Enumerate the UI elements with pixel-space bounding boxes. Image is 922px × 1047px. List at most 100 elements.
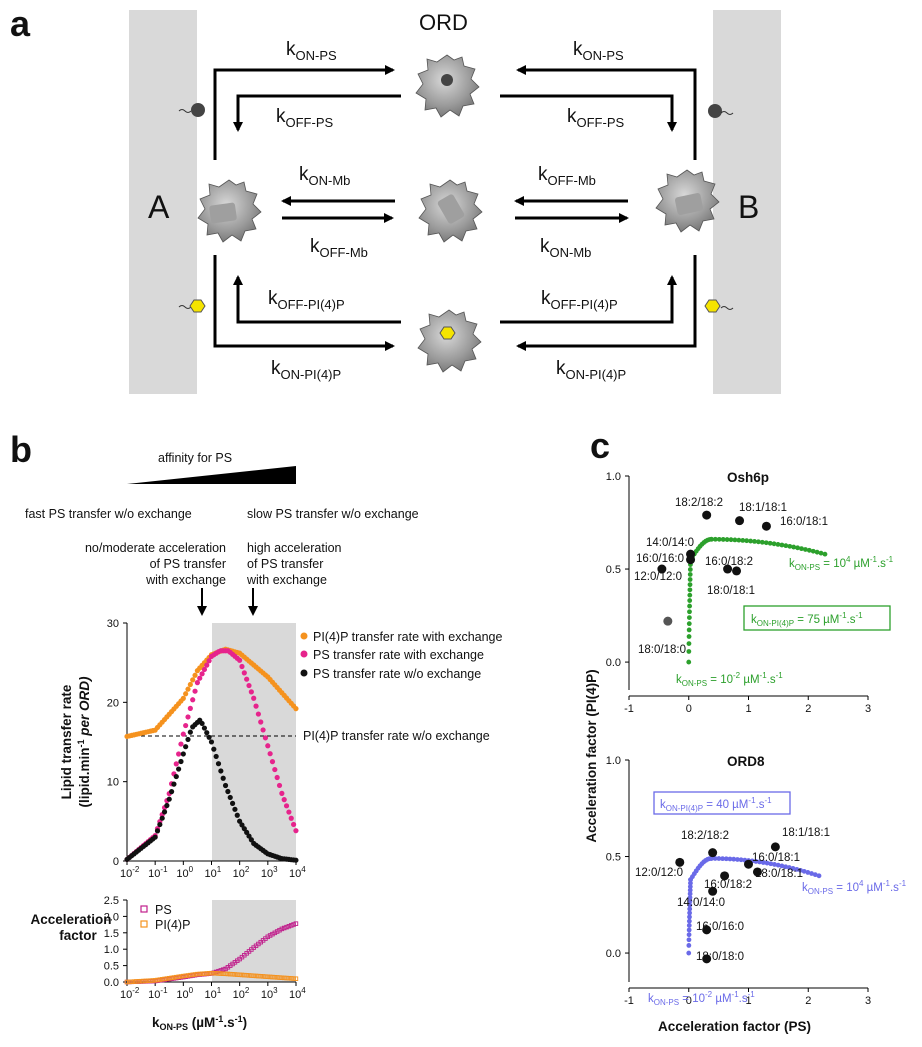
- point-ps-with: [239, 663, 245, 670]
- lipid-point-label: 18:1/18:1: [782, 827, 830, 839]
- point-ps-with: [281, 797, 287, 803]
- point-pi4p: [239, 972, 245, 978]
- point-ps: [293, 921, 299, 926]
- point-ps-with: [251, 695, 257, 701]
- lipid-point-label: 18:0/18:1: [755, 868, 803, 880]
- curve-point: [760, 860, 766, 865]
- point-pi4p: [129, 979, 134, 984]
- b-dashed-label: PI(4)P transfer rate w/o exchange: [303, 729, 490, 743]
- rate-kon-ps-left: kON-PS: [286, 39, 337, 63]
- curve-point: [687, 598, 693, 603]
- curve-point: [686, 937, 692, 943]
- panel-c: c Osh6p ORD8 0.00.51.0-1 0 1 2 30.00.51.0-1 0…: [584, 425, 907, 1034]
- point-pi4p-with: [180, 695, 186, 701]
- curve-point: [686, 932, 692, 938]
- curve-point: [757, 859, 763, 865]
- point-ps-with: [253, 703, 259, 709]
- x-tick-label: 104: [289, 986, 306, 1001]
- point-pi4p: [253, 973, 259, 979]
- rate-koff-pi4p-left: kOFF-PI(4)P: [268, 288, 345, 312]
- point-ps-without: [173, 773, 179, 780]
- legend-pi4p: PI(4)P: [155, 918, 190, 932]
- point-pi4p: [211, 971, 217, 976]
- curve-point: [738, 857, 744, 863]
- point-pi4p: [150, 978, 156, 983]
- point-ps: [286, 924, 292, 929]
- point-pi4p: [293, 976, 299, 981]
- x-tick-label: 10-1: [148, 865, 168, 880]
- y-tick-label: 1.0: [104, 944, 119, 956]
- point-ps: [281, 925, 287, 931]
- point-ps-with: [267, 751, 273, 757]
- panel-b-label: b: [10, 429, 32, 470]
- curve-point: [720, 537, 726, 542]
- point-pi4p: [249, 973, 254, 978]
- lipid-point-label: 18:1/18:1: [739, 502, 787, 514]
- point-pi4p: [134, 979, 139, 984]
- legend-marker-ps-with: [300, 650, 308, 658]
- arrow-kon-ps-right: [516, 65, 697, 160]
- point-pi4p: [281, 975, 287, 981]
- y-tick-label: 10: [107, 777, 119, 789]
- point-pi4p: [190, 972, 195, 978]
- x-tick-label: 100: [176, 865, 193, 880]
- panel-a-label: a: [10, 3, 31, 44]
- lipid-point: [708, 886, 718, 896]
- curve-point: [740, 538, 746, 543]
- y-tick-label: 1.0: [606, 755, 621, 767]
- curve-point: [779, 542, 785, 548]
- curve-point: [783, 543, 789, 549]
- ord-pi4p-bound-icon: [417, 309, 482, 373]
- point-ps-with: [194, 680, 200, 686]
- x-tick-label: 1: [745, 995, 751, 1007]
- point-pi4p-with: [293, 706, 299, 712]
- lipid-point-label: 18:0/18:1: [707, 585, 755, 597]
- legend-marker-ps-without: [300, 669, 308, 677]
- membrane-a-label: A: [148, 189, 170, 225]
- point-ps-without: [187, 729, 193, 735]
- curve-point: [716, 856, 722, 861]
- curve-point: [794, 866, 800, 872]
- c-xlabel: Acceleration factor (PS): [658, 1019, 811, 1034]
- fast-transfer-label: fast PS transfer w/o exchange: [25, 507, 192, 521]
- curve-point: [772, 862, 777, 867]
- curve-label-start-osh6p: kON-PS = 10-2 µM-1.s-1: [676, 671, 783, 688]
- lipid-point: [702, 925, 712, 935]
- x-tick-label: 10-2: [120, 986, 140, 1001]
- lipid-point: [686, 555, 696, 565]
- point-ps-without: [171, 781, 177, 787]
- point-ps-without: [246, 833, 252, 839]
- y-tick-label: 1.5: [104, 928, 119, 940]
- rate-kon-pi4p-right: kON-PI(4)P: [556, 358, 626, 382]
- point-ps: [277, 927, 282, 933]
- membrane-a: [129, 10, 197, 394]
- b-bottom-ticks: 0.0 0.5 1.0 1.5 2.0 2.5 10-2 10-1 100 101 102 103 10…: [104, 895, 307, 1001]
- ps-lipid-icon: [178, 103, 205, 117]
- point-ps-with: [197, 675, 203, 681]
- curve-point: [810, 548, 816, 554]
- point-ps-with: [248, 689, 254, 695]
- slow-transfer-label: slow PS transfer w/o exchange: [247, 507, 419, 521]
- arrow-koff-pi4p-left: [233, 275, 401, 324]
- y-tick-label: 2.0: [104, 911, 119, 923]
- point-ps-without: [185, 736, 191, 743]
- point-pi4p: [148, 978, 153, 983]
- curve-point: [687, 914, 692, 920]
- lipid-point: [702, 954, 712, 964]
- lipid-point-label: 16:0/16:0: [696, 921, 744, 933]
- point-pi4p: [267, 974, 273, 980]
- legend-ps: PS: [155, 903, 172, 917]
- lipid-point: [744, 859, 753, 869]
- curve-point: [809, 871, 814, 876]
- point-ps-with: [176, 751, 182, 757]
- point-pi4p: [223, 971, 228, 977]
- y-tick-label: 2.5: [104, 895, 119, 907]
- x-tick-label: 100: [176, 986, 193, 1001]
- curve-point: [686, 943, 692, 948]
- curve-point: [687, 603, 692, 609]
- point-ps-without: [248, 837, 254, 843]
- lipid-point: [663, 616, 673, 626]
- point-pi4p: [237, 972, 242, 978]
- point-ps-with: [192, 688, 198, 694]
- lipid-point-label: 16:0/16:0: [636, 553, 684, 565]
